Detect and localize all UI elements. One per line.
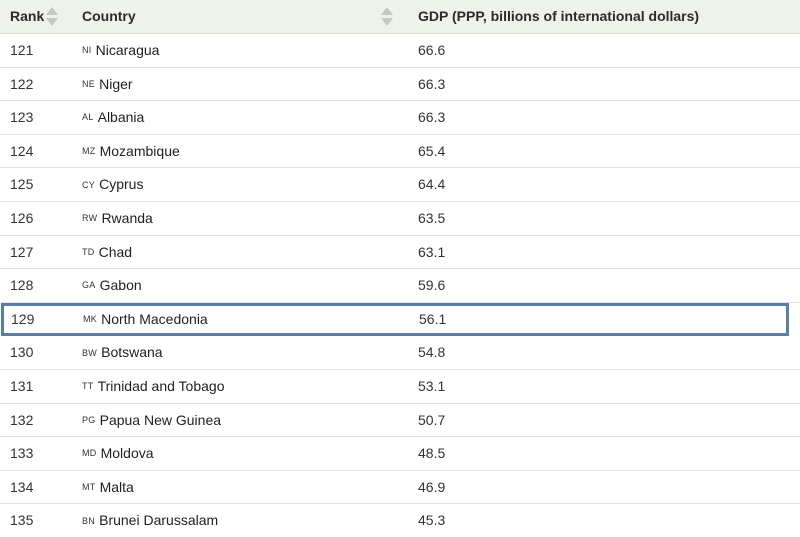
country-code: BW — [82, 347, 98, 358]
table-row[interactable]: 126 RW Rwanda 63.5 — [0, 202, 800, 236]
country-code: RW — [82, 213, 98, 224]
country-name: Rwanda — [101, 209, 153, 226]
country-cell: MZ Mozambique — [82, 135, 180, 168]
country-code: NI — [82, 45, 92, 56]
country-code: PG — [82, 414, 96, 425]
country-name: Gabon — [99, 277, 142, 294]
country-name: Brunei Darussalam — [99, 512, 219, 529]
table-row[interactable]: 125 CY Cyprus 64.4 — [0, 168, 800, 202]
rank-cell: 132 — [10, 411, 34, 428]
rank-cell: 121 — [10, 42, 34, 58]
table-row[interactable]: 130 BW Botswana 54.8 — [0, 336, 800, 370]
country-code: MZ — [82, 146, 96, 157]
rank-cell: 125 — [10, 176, 34, 193]
table-row[interactable]: 134 MT Malta 46.9 — [0, 471, 800, 505]
rank-cell: 129 — [11, 310, 35, 327]
country-name: Trinidad and Tobago — [97, 377, 225, 394]
country-code: MT — [82, 482, 96, 493]
gdp-cell: 50.7 — [418, 411, 446, 428]
country-code: TD — [82, 246, 95, 257]
gdp-cell: 66.3 — [418, 75, 446, 92]
gdp-cell: 53.1 — [418, 377, 446, 394]
rank-cell: 131 — [10, 377, 34, 394]
country-cell: NE Niger — [82, 68, 133, 101]
rank-cell: 124 — [10, 142, 34, 159]
table-row[interactable]: 127 TD Chad 63.1 — [0, 236, 800, 270]
country-code: AL — [82, 112, 94, 123]
country-cell: CY Cyprus — [82, 168, 143, 201]
gdp-cell: 46.9 — [418, 478, 446, 495]
country-code: MD — [82, 448, 97, 459]
country-column-header[interactable]: Country — [82, 8, 136, 24]
country-name: Malta — [99, 478, 134, 495]
country-name: North Macedonia — [101, 310, 208, 327]
country-cell: TD Chad — [82, 236, 132, 269]
table-row[interactable]: 131 TT Trinidad and Tobago 53.1 — [0, 370, 800, 404]
country-name: Albania — [97, 109, 145, 126]
table-row-highlighted[interactable]: 129 MK North Macedonia 56.1 — [1, 302, 789, 337]
country-name: Botswana — [101, 344, 163, 361]
gdp-cell: 56.1 — [419, 310, 447, 327]
country-cell: AL Albania — [82, 101, 144, 134]
rank-cell: 133 — [10, 445, 34, 462]
rank-cell: 134 — [10, 478, 34, 495]
rank-cell: 122 — [10, 75, 34, 92]
country-cell: BW Botswana — [82, 336, 163, 369]
country-name: Chad — [98, 243, 133, 260]
country-cell: MT Malta — [82, 471, 134, 504]
table-row[interactable]: 122 NE Niger 66.3 — [0, 68, 800, 102]
country-code: TT — [82, 381, 94, 392]
gdp-cell: 54.8 — [418, 344, 446, 361]
table-row[interactable]: 123 AL Albania 66.3 — [0, 101, 800, 135]
country-cell: PG Papua New Guinea — [82, 404, 221, 437]
country-name: Moldova — [100, 445, 154, 462]
sort-arrows-icon[interactable] — [46, 7, 58, 27]
country-cell: RW Rwanda — [82, 202, 153, 235]
country-code: CY — [82, 179, 96, 190]
rank-cell: 128 — [10, 277, 34, 294]
gdp-column-header: GDP (PPP, billions of international doll… — [418, 8, 700, 24]
table-row[interactable]: 132 PG Papua New Guinea 50.7 — [0, 404, 800, 438]
country-cell: MD Moldova — [82, 437, 154, 470]
rank-column-header[interactable]: Rank — [10, 8, 45, 24]
gdp-cell: 59.6 — [418, 277, 446, 294]
country-cell: BN Brunei Darussalam — [82, 504, 218, 537]
gdp-cell: 45.3 — [418, 512, 446, 529]
country-code: BN — [82, 515, 96, 526]
gdp-cell: 65.4 — [418, 142, 446, 159]
country-cell: MK North Macedonia — [83, 303, 208, 336]
table-row[interactable]: 121 NI Nicaragua 66.6 — [0, 34, 800, 68]
country-code: NE — [82, 78, 96, 89]
country-name: Papua New Guinea — [99, 411, 222, 428]
country-cell: TT Trinidad and Tobago — [82, 370, 224, 403]
table-body: 121 NI Nicaragua 66.6 122 NE Niger 66.3 12… — [0, 34, 800, 537]
country-cell: GA Gabon — [82, 269, 142, 302]
table-row[interactable]: 133 MD Moldova 48.5 — [0, 437, 800, 471]
rank-cell: 127 — [10, 243, 34, 260]
table-row[interactable]: 128 GA Gabon 59.6 — [0, 269, 800, 303]
country-cell: NI Nicaragua — [82, 34, 159, 67]
gdp-cell: 66.3 — [418, 109, 446, 126]
gdp-cell: 64.4 — [418, 176, 446, 193]
table-header: Rank Country GDP (PPP, billions of inter… — [0, 0, 800, 34]
gdp-cell: 66.6 — [418, 42, 446, 58]
country-code: MK — [83, 314, 98, 325]
country-name: Mozambique — [99, 142, 180, 159]
rank-cell: 135 — [10, 512, 34, 529]
country-name: Cyprus — [99, 176, 144, 193]
country-name: Niger — [99, 75, 133, 92]
country-code: GA — [82, 280, 96, 291]
rank-cell: 123 — [10, 109, 34, 126]
table-row[interactable]: 124 MZ Mozambique 65.4 — [0, 135, 800, 169]
gdp-cell: 63.1 — [418, 243, 446, 260]
gdp-cell: 48.5 — [418, 445, 446, 462]
rank-cell: 130 — [10, 344, 34, 361]
gdp-cell: 63.5 — [418, 209, 446, 226]
country-name: Nicaragua — [95, 42, 160, 58]
table-row[interactable]: 135 BN Brunei Darussalam 45.3 — [0, 504, 800, 537]
sort-arrows-icon[interactable] — [381, 7, 393, 27]
rank-cell: 126 — [10, 209, 34, 226]
